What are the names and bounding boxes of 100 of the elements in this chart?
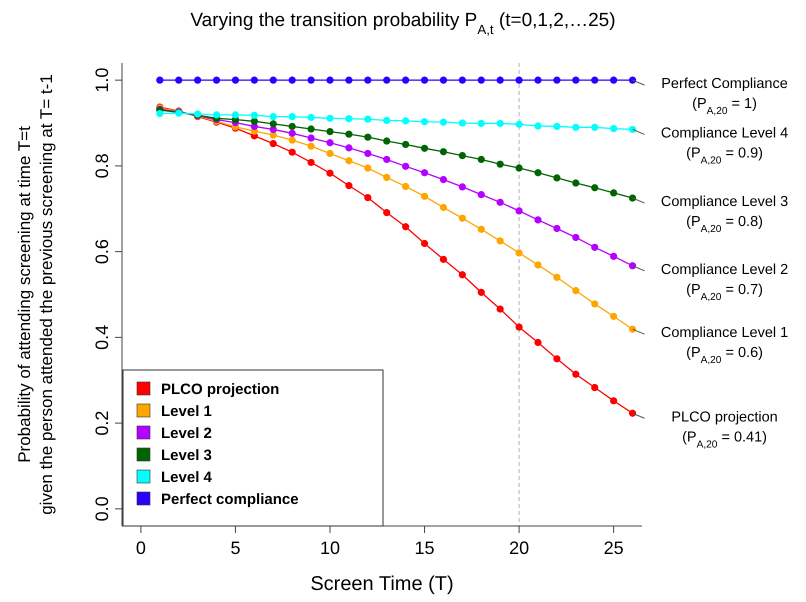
point	[572, 179, 580, 187]
point	[156, 110, 164, 118]
x-tick-label: 10	[320, 538, 340, 558]
point	[496, 160, 504, 168]
point	[307, 158, 315, 166]
y-tick-label: 1.0	[92, 68, 112, 93]
point	[572, 234, 580, 242]
point	[478, 191, 485, 198]
legend-label: Perfect compliance	[161, 491, 299, 508]
point	[270, 76, 277, 84]
point	[420, 169, 428, 176]
point	[440, 176, 448, 184]
point	[458, 214, 466, 222]
point	[591, 384, 598, 392]
point	[515, 76, 523, 84]
point	[250, 76, 258, 84]
point	[270, 120, 277, 128]
point	[534, 76, 542, 84]
point	[307, 142, 315, 150]
point	[307, 125, 315, 133]
point	[270, 140, 277, 148]
text: PLCO projection (P$_{A,20}$ = 0.41)	[671, 409, 778, 450]
point	[307, 76, 315, 84]
point	[440, 148, 448, 156]
point	[496, 198, 504, 206]
point	[572, 76, 580, 84]
point	[534, 216, 542, 224]
point	[345, 76, 353, 84]
point	[383, 174, 390, 182]
point	[553, 355, 561, 362]
y-tick-label: 0.8	[92, 153, 112, 178]
point	[591, 244, 598, 251]
point	[307, 114, 315, 122]
point	[420, 118, 428, 126]
point	[610, 189, 618, 196]
point	[250, 118, 258, 125]
point	[496, 305, 504, 313]
point	[250, 112, 258, 119]
point	[458, 76, 466, 84]
point	[402, 223, 410, 230]
point	[553, 174, 561, 182]
point	[440, 256, 448, 263]
text: Compliance Level 4 (P$_{A,20}$ = 0.9)	[660, 125, 788, 166]
point	[610, 76, 618, 84]
point	[364, 116, 372, 123]
legend-label: Level 3	[161, 447, 212, 464]
point	[496, 120, 504, 128]
point	[420, 144, 428, 152]
point	[420, 240, 428, 248]
point	[458, 271, 466, 278]
point	[458, 183, 466, 190]
point	[478, 120, 485, 128]
point	[610, 124, 618, 132]
point	[307, 134, 315, 142]
point	[232, 76, 240, 84]
point	[515, 164, 523, 172]
point	[610, 397, 618, 404]
point	[288, 112, 296, 120]
point	[515, 249, 523, 257]
point	[383, 116, 390, 124]
point	[553, 274, 561, 281]
point	[288, 136, 296, 144]
point	[212, 111, 220, 118]
y-axis-title: Probability of attending screening at time T=t given the person attended the previous screening at T= t-1	[15, 74, 56, 515]
point	[515, 120, 523, 128]
point	[440, 118, 448, 126]
point	[515, 323, 523, 331]
point	[478, 226, 485, 233]
point	[326, 128, 334, 136]
point	[156, 76, 164, 84]
point	[628, 410, 636, 417]
x-tick-label: 15	[414, 538, 435, 558]
point	[402, 182, 410, 190]
point	[440, 76, 448, 84]
point	[496, 76, 504, 84]
point	[534, 338, 542, 346]
x-axis-title: Screen Time (T)	[310, 573, 454, 595]
point	[534, 122, 542, 130]
point	[553, 224, 561, 232]
point	[420, 76, 428, 84]
point	[326, 139, 334, 146]
x-tick-label: 20	[509, 538, 530, 558]
point	[591, 184, 598, 192]
point	[364, 164, 372, 172]
point	[402, 162, 410, 170]
point	[383, 209, 390, 216]
text: Compliance Level 1 (P$_{A,20}$ = 0.6)	[660, 325, 788, 366]
x-tick-label: 0	[136, 538, 146, 558]
point	[345, 130, 353, 138]
text: Perfect Compliance (P$_{A,20}$ = 1)	[661, 76, 788, 117]
point	[383, 137, 390, 145]
point	[232, 111, 240, 118]
point	[628, 262, 636, 270]
point	[345, 157, 353, 164]
legend-label: Level 2	[161, 425, 212, 442]
point	[402, 140, 410, 148]
point	[628, 326, 636, 333]
point	[553, 122, 561, 130]
x-tick-label: 25	[604, 538, 624, 558]
point	[591, 300, 598, 308]
